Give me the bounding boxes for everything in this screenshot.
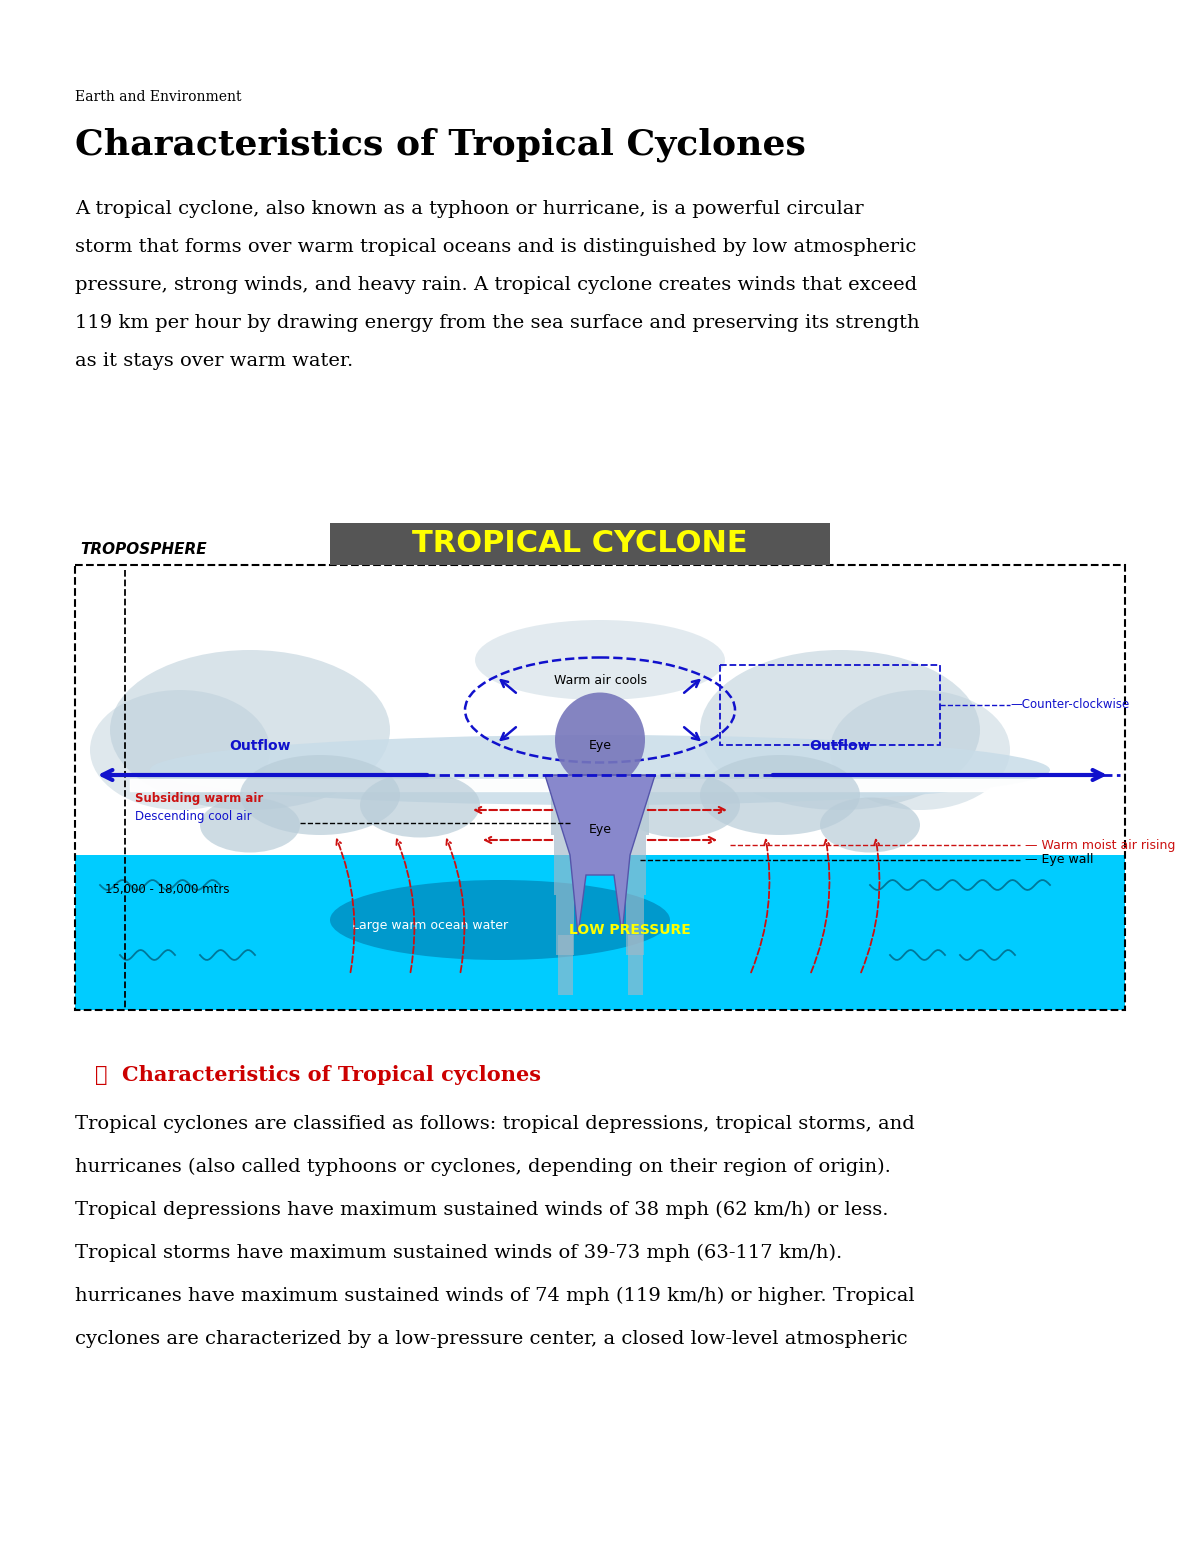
Ellipse shape: [475, 620, 725, 700]
Bar: [330, 523, 830, 565]
Text: Outflow: Outflow: [229, 739, 290, 753]
Text: Warm air cools: Warm air cools: [553, 674, 647, 686]
Bar: [551, 775, 580, 836]
Bar: [624, 836, 646, 895]
Text: —Counter-clockwise: —Counter-clockwise: [1010, 699, 1129, 711]
Text: hurricanes (also called typhoons or cyclones, depending on their region of origi: hurricanes (also called typhoons or cycl…: [74, 1159, 890, 1176]
Text: TROPOSPHERE: TROPOSPHERE: [80, 542, 206, 558]
Ellipse shape: [360, 772, 480, 837]
Text: Earth and Environment: Earth and Environment: [74, 90, 241, 104]
Bar: [626, 895, 644, 955]
Bar: [558, 935, 574, 995]
Text: Subsiding warm air: Subsiding warm air: [134, 792, 263, 804]
Ellipse shape: [90, 690, 270, 811]
Text: 15,000 - 18,000 mtrs: 15,000 - 18,000 mtrs: [106, 884, 229, 896]
Bar: [720, 665, 940, 745]
Ellipse shape: [554, 693, 646, 787]
Bar: [556, 895, 574, 955]
Ellipse shape: [830, 690, 1010, 811]
Ellipse shape: [200, 798, 300, 853]
Text: Tropical depressions have maximum sustained winds of 38 mph (62 km/h) or less.: Tropical depressions have maximum sustai…: [74, 1200, 888, 1219]
Text: as it stays over warm water.: as it stays over warm water.: [74, 353, 353, 370]
Text: ✓  Characteristics of Tropical cyclones: ✓ Characteristics of Tropical cyclones: [95, 1065, 541, 1086]
Ellipse shape: [150, 735, 1050, 804]
Text: — Warm moist air rising: — Warm moist air rising: [1025, 839, 1175, 851]
Text: hurricanes have maximum sustained winds of 74 mph (119 km/h) or higher. Tropical: hurricanes have maximum sustained winds …: [74, 1287, 914, 1305]
Text: Large warm ocean water: Large warm ocean water: [352, 918, 508, 932]
Ellipse shape: [700, 755, 860, 836]
Ellipse shape: [820, 798, 920, 853]
Bar: [628, 935, 643, 995]
Bar: [74, 565, 1126, 1009]
Text: Outflow: Outflow: [809, 739, 871, 753]
Bar: [622, 775, 649, 836]
Text: A tropical cyclone, also known as a typhoon or hurricane, is a powerful circular: A tropical cyclone, also known as a typh…: [74, 200, 864, 217]
Text: TROPICAL CYCLONE: TROPICAL CYCLONE: [412, 530, 748, 559]
Text: Tropical cyclones are classified as follows: tropical depressions, tropical stor: Tropical cyclones are classified as foll…: [74, 1115, 914, 1134]
Text: Eye: Eye: [588, 823, 612, 837]
Bar: [554, 836, 576, 895]
Text: LOW PRESSURE: LOW PRESSURE: [569, 922, 691, 936]
Ellipse shape: [620, 772, 740, 837]
Polygon shape: [545, 775, 655, 935]
Text: cyclones are characterized by a low-pressure center, a closed low-level atmosphe: cyclones are characterized by a low-pres…: [74, 1329, 907, 1348]
Text: pressure, strong winds, and heavy rain. A tropical cyclone creates winds that ex: pressure, strong winds, and heavy rain. …: [74, 276, 917, 294]
Ellipse shape: [110, 651, 390, 811]
Text: Eye: Eye: [588, 739, 612, 752]
Ellipse shape: [330, 881, 670, 960]
Text: Characteristics of Tropical Cyclones: Characteristics of Tropical Cyclones: [74, 127, 806, 163]
Text: 119 km per hour by drawing energy from the sea surface and preserving its streng: 119 km per hour by drawing energy from t…: [74, 314, 919, 332]
Ellipse shape: [240, 755, 400, 836]
Text: storm that forms over warm tropical oceans and is distinguished by low atmospher: storm that forms over warm tropical ocea…: [74, 238, 917, 256]
Bar: [74, 856, 1126, 1009]
Ellipse shape: [700, 651, 980, 811]
Text: Tropical storms have maximum sustained winds of 39-73 mph (63-117 km/h).: Tropical storms have maximum sustained w…: [74, 1244, 842, 1263]
Text: Descending cool air: Descending cool air: [134, 811, 252, 823]
Text: — Eye wall: — Eye wall: [1025, 854, 1093, 867]
